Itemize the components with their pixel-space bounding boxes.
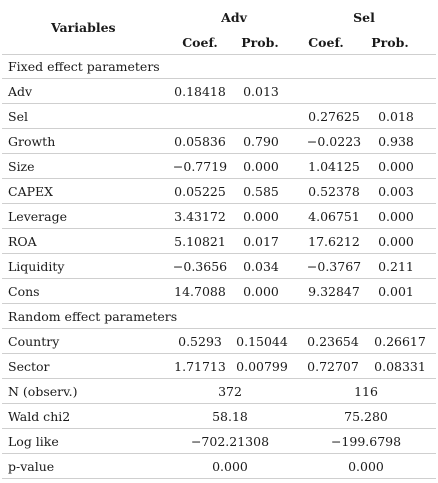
- row-divider: [2, 403, 436, 404]
- statistic-name: N (observ.): [8, 384, 78, 399]
- sel-coef-value: 0.27625: [308, 109, 360, 124]
- sel-statistic-value: −199.6798: [330, 434, 402, 449]
- adv-coef-value: 5.10821: [174, 234, 226, 249]
- variable-name: Liquidity: [8, 259, 65, 274]
- variables-header: Variables: [51, 20, 116, 35]
- sel-prob-value: 0.000: [378, 209, 414, 224]
- statistic-name: p-value: [8, 459, 55, 474]
- adv-statistic-value: 0.000: [212, 459, 248, 474]
- adv-prob-value: 0.000: [243, 159, 279, 174]
- sel-prob-value: 0.938: [378, 134, 414, 149]
- variable-name: CAPEX: [8, 184, 54, 199]
- row-divider: [2, 303, 436, 304]
- sel-coef-header: Coef.: [308, 35, 344, 50]
- row-divider: [2, 478, 436, 479]
- adv-coef-value: 0.18418: [174, 84, 226, 99]
- sel-coef-value: 4.06751: [308, 209, 360, 224]
- adv-prob-value: 0.017: [243, 234, 279, 249]
- row-divider: [2, 78, 436, 79]
- adv-statistic-value: 58.18: [212, 409, 248, 424]
- sel-statistic-value: 75.280: [344, 409, 388, 424]
- adv-prob-value: 0.15044: [236, 334, 288, 349]
- variable-name: ROA: [8, 234, 37, 249]
- statistic-name: Log like: [8, 434, 59, 449]
- adv-coef-value: 0.05836: [174, 134, 226, 149]
- row-divider: [2, 54, 436, 55]
- row-divider: [2, 203, 436, 204]
- adv-coef-value: 0.5293: [178, 334, 222, 349]
- sel-coef-value: 1.04125: [308, 159, 360, 174]
- statistic-name: Wald chi2: [8, 409, 71, 424]
- row-divider: [2, 178, 436, 179]
- row-divider: [2, 428, 436, 429]
- row-divider: [2, 378, 436, 379]
- row-divider: [2, 153, 436, 154]
- adv-prob-value: 0.034: [243, 259, 279, 274]
- sel-prob-value: 0.26617: [374, 334, 426, 349]
- variable-name: Cons: [8, 284, 40, 299]
- adv-prob-header: Prob.: [241, 35, 279, 50]
- sel-statistic-value: 0.000: [348, 459, 384, 474]
- row-divider: [2, 353, 436, 354]
- adv-coef-value: 14.7088: [174, 284, 226, 299]
- adv-coef-value: 3.43172: [174, 209, 226, 224]
- sel-prob-value: 0.001: [378, 284, 414, 299]
- sel-statistic-value: 116: [354, 384, 378, 399]
- adv-coef-header: Coef.: [182, 35, 218, 50]
- adv-prob-value: 0.000: [243, 209, 279, 224]
- row-divider: [2, 278, 436, 279]
- variable-name: Sector: [8, 359, 50, 374]
- adv-prob-value: 0.00799: [236, 359, 288, 374]
- sel-coef-value: 0.72707: [307, 359, 359, 374]
- adv-prob-value: 0.000: [243, 284, 279, 299]
- fixed-effects-section-label: Fixed effect parameters: [8, 59, 160, 74]
- adv-group-header: Adv: [221, 10, 247, 25]
- row-divider: [2, 228, 436, 229]
- row-divider: [2, 128, 436, 129]
- adv-coef-value: −0.3656: [172, 259, 228, 274]
- row-divider: [2, 103, 436, 104]
- sel-coef-value: 0.23654: [307, 334, 359, 349]
- adv-prob-value: 0.013: [243, 84, 279, 99]
- sel-coef-value: 9.32847: [308, 284, 360, 299]
- variable-name: Adv: [8, 84, 33, 99]
- sel-prob-value: 0.000: [378, 159, 414, 174]
- sel-coef-value: −0.3767: [306, 259, 362, 274]
- row-divider: [2, 328, 436, 329]
- variable-name: Sel: [8, 109, 28, 124]
- adv-coef-value: 0.05225: [174, 184, 226, 199]
- sel-prob-value: 0.003: [378, 184, 414, 199]
- sel-prob-header: Prob.: [371, 35, 409, 50]
- adv-coef-value: 1.71713: [174, 359, 226, 374]
- variable-name: Country: [8, 334, 60, 349]
- sel-coef-value: 0.52378: [308, 184, 360, 199]
- variable-name: Leverage: [8, 209, 67, 224]
- adv-coef-value: −0.7719: [172, 159, 228, 174]
- sel-prob-value: 0.08331: [374, 359, 426, 374]
- sel-prob-value: 0.211: [378, 259, 414, 274]
- adv-statistic-value: 372: [218, 384, 242, 399]
- adv-prob-value: 0.790: [243, 134, 279, 149]
- row-divider: [2, 253, 436, 254]
- adv-prob-value: 0.585: [243, 184, 279, 199]
- sel-coef-value: −0.0223: [306, 134, 362, 149]
- sel-prob-value: 0.018: [378, 109, 414, 124]
- variable-name: Growth: [8, 134, 56, 149]
- sel-coef-value: 17.6212: [308, 234, 360, 249]
- sel-prob-value: 0.000: [378, 234, 414, 249]
- row-divider: [2, 453, 436, 454]
- random-effects-section-label: Random effect parameters: [8, 309, 178, 324]
- variable-name: Size: [8, 159, 35, 174]
- sel-group-header: Sel: [353, 10, 375, 25]
- adv-statistic-value: −702.21308: [190, 434, 270, 449]
